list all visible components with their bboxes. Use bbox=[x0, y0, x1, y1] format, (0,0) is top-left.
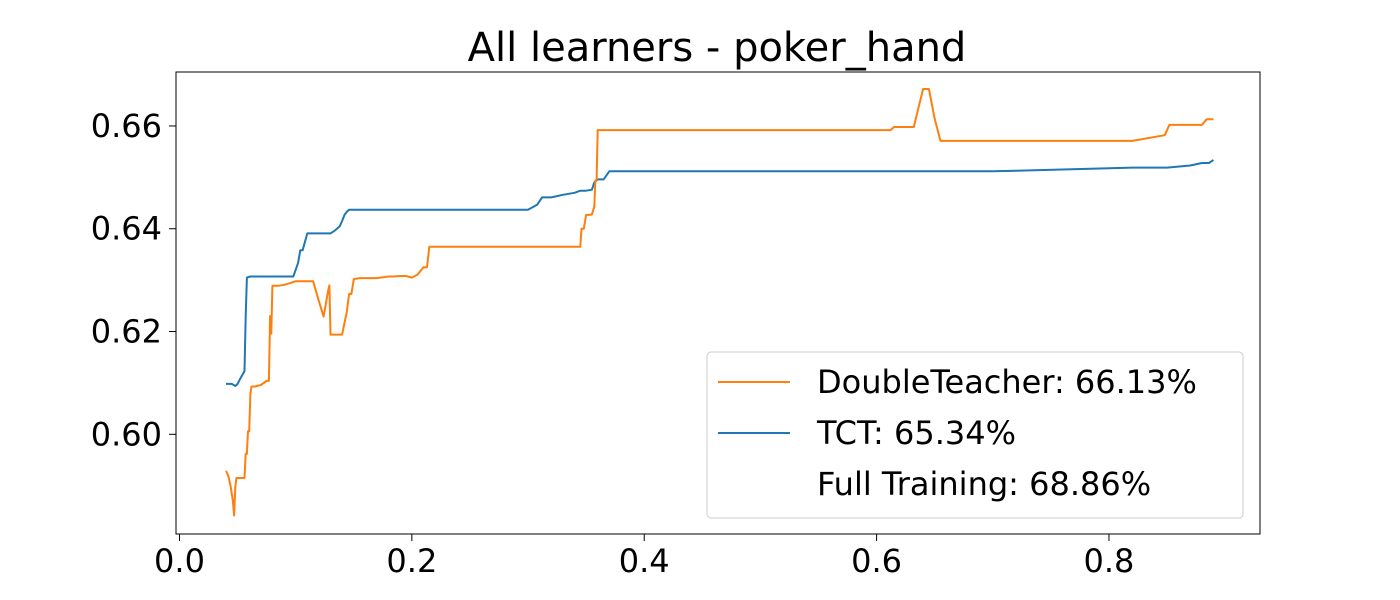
legend-label: TCT: 65.34% bbox=[816, 414, 1016, 452]
x-tick-label: 0.4 bbox=[619, 542, 670, 580]
y-axis: 0.60 0.62 0.64 0.66 bbox=[91, 107, 176, 453]
series-line-0 bbox=[226, 159, 1215, 387]
x-tick-label: 0.6 bbox=[851, 542, 902, 580]
chart-title: All learners - poker_hand bbox=[468, 25, 967, 71]
y-tick-label: 0.60 bbox=[91, 415, 162, 453]
x-tick-label: 0.2 bbox=[386, 542, 437, 580]
x-tick-label: 0.0 bbox=[154, 542, 205, 580]
legend-label: DoubleTeacher: 66.13% bbox=[817, 363, 1197, 401]
legend-box bbox=[706, 351, 1244, 519]
legend: DoubleTeacher: 66.13% TCT: 65.34% Full Tra… bbox=[706, 351, 1244, 519]
y-tick-label: 0.66 bbox=[91, 107, 162, 145]
y-tick-label: 0.62 bbox=[91, 313, 162, 351]
legend-label: Full Training: 68.86% bbox=[817, 465, 1151, 503]
series-layer bbox=[225, 88, 1215, 517]
series-line-1 bbox=[225, 88, 1214, 517]
x-tick-label: 0.8 bbox=[1084, 542, 1135, 580]
y-tick-label: 0.64 bbox=[91, 210, 162, 248]
x-axis: 0.0 0.2 0.4 0.6 0.8 bbox=[154, 534, 1134, 580]
plot-frame bbox=[175, 71, 1261, 535]
